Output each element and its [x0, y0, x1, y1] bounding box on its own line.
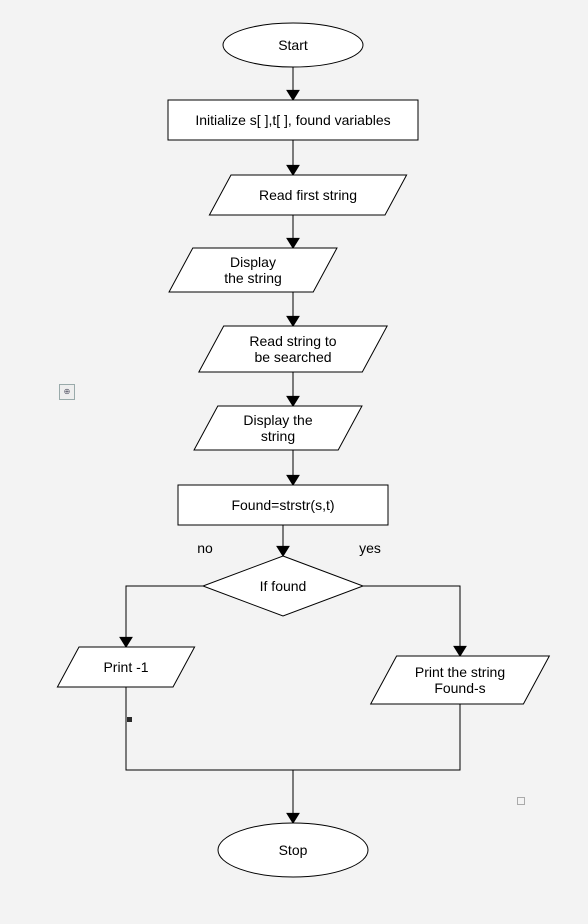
- node-label: Found-s: [434, 680, 485, 696]
- node-start: Start: [223, 23, 363, 67]
- arrow-head-icon: [287, 238, 299, 248]
- node-label: Display: [230, 254, 276, 270]
- edge-label: yes: [359, 540, 381, 556]
- arrow-head-icon: [287, 475, 299, 485]
- node-label: string: [261, 428, 295, 444]
- node-assign: Found=strstr(s,t): [178, 485, 388, 525]
- node-read1: Read first string: [209, 175, 406, 215]
- node-label: Read string to: [249, 333, 336, 349]
- node-label: Stop: [279, 842, 308, 858]
- node-read2: Read string tobe searched: [199, 326, 387, 372]
- node-init: Initialize s[ ],t[ ], found variables: [168, 100, 418, 140]
- node-label: the string: [224, 270, 282, 286]
- stray-dot: [127, 717, 132, 722]
- node-stop: Stop: [218, 823, 368, 877]
- edge-line: [126, 687, 293, 770]
- arrow-head-icon: [277, 546, 289, 556]
- node-decide: If found: [203, 556, 363, 616]
- node-label: Initialize s[ ],t[ ], found variables: [195, 112, 390, 128]
- edge-line: [126, 586, 203, 647]
- node-label: Print the string: [415, 664, 505, 680]
- node-label: Start: [278, 37, 308, 53]
- stray-square: [517, 797, 525, 805]
- node-label: Found=strstr(s,t): [231, 497, 334, 513]
- anchor-marker-icon: ⊕: [59, 384, 75, 400]
- node-label: Read first string: [259, 187, 357, 203]
- flowchart-canvas: no yes Start Initialize s[ ],t[ ], found va…: [0, 0, 588, 924]
- node-disp1: Displaythe string: [169, 248, 337, 292]
- node-label: If found: [260, 578, 307, 594]
- node-disp2: Display thestring: [194, 406, 362, 450]
- arrow-head-icon: [287, 90, 299, 100]
- node-label: Print -1: [103, 659, 148, 675]
- node-label: be searched: [254, 349, 331, 365]
- node-label: Display the: [243, 412, 312, 428]
- node-printYes: Print the stringFound-s: [371, 656, 550, 704]
- node-printNo: Print -1: [57, 647, 194, 687]
- arrow-head-icon: [120, 637, 132, 647]
- arrow-head-icon: [454, 646, 466, 656]
- arrow-head-icon: [287, 813, 299, 823]
- edge-label: no: [197, 540, 213, 556]
- edge-line: [293, 704, 460, 770]
- arrow-head-icon: [287, 165, 299, 175]
- arrow-head-icon: [287, 316, 299, 326]
- arrow-head-icon: [287, 396, 299, 406]
- edge-line: [363, 586, 460, 656]
